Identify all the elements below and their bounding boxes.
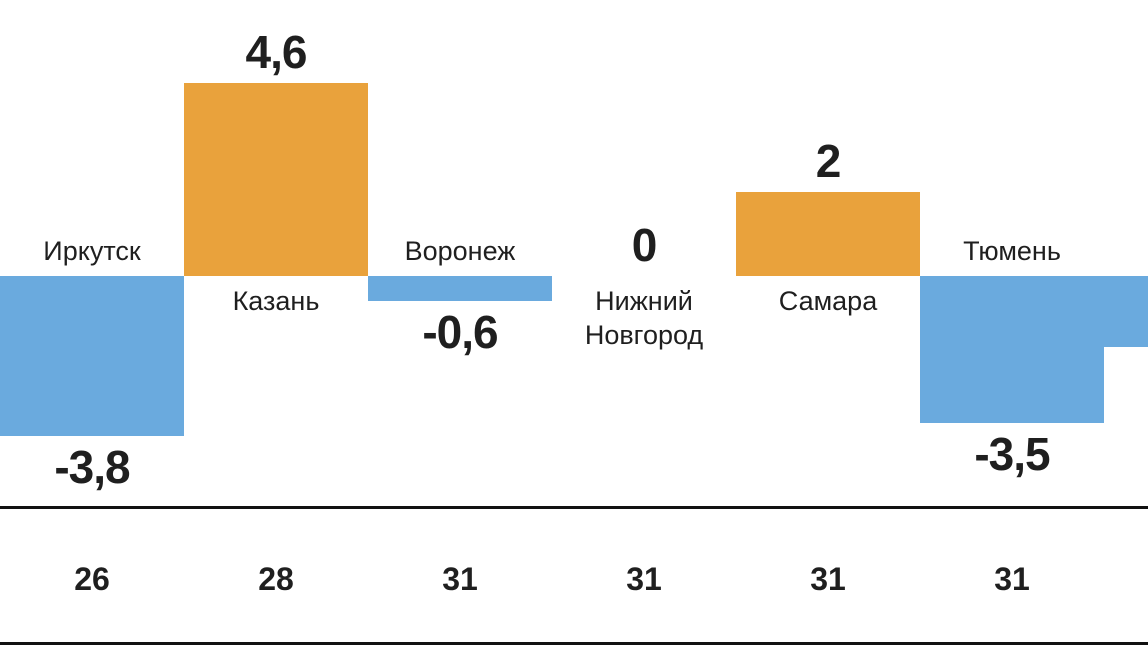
value-label: -0,6 — [422, 306, 498, 359]
city-label: Нижний Новгород — [584, 286, 704, 350]
bar — [368, 276, 552, 302]
value-label: 0 — [631, 219, 658, 271]
partial-bar-next-city — [1104, 276, 1148, 348]
city-label: Воронеж — [404, 236, 516, 266]
bottom-value: 28 — [258, 561, 294, 597]
bottom-value: 31 — [442, 561, 478, 597]
bottom-value: 31 — [810, 561, 846, 597]
city-label: Казань — [232, 286, 320, 316]
bottom-value: 31 — [994, 561, 1030, 597]
bar — [0, 276, 184, 436]
city-label: Тюмень — [963, 236, 1061, 266]
bottom-value: 31 — [626, 561, 662, 597]
city-label: Самара — [778, 286, 878, 316]
bar — [736, 192, 920, 276]
value-label: -3,5 — [974, 428, 1050, 480]
bottom-value: 26 — [74, 561, 110, 597]
value-label: 4,6 — [245, 25, 308, 78]
value-label: -3,8 — [54, 440, 130, 493]
separator-line-bottom — [0, 642, 1148, 645]
bar — [184, 82, 368, 276]
separator-line-top — [0, 506, 1148, 509]
city-label: Иркутск — [43, 236, 141, 266]
value-label: 2 — [815, 135, 842, 187]
bar — [920, 276, 1104, 423]
